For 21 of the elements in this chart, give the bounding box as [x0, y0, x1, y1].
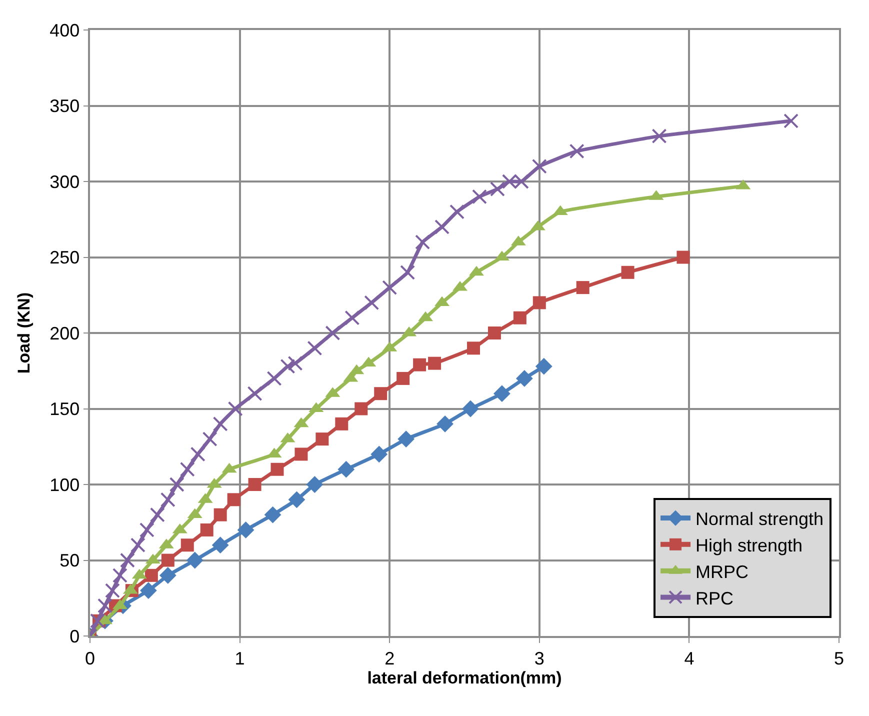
y-tick-label: 50 — [60, 550, 80, 571]
x-tick-label: 1 — [234, 648, 245, 668]
y-tick-label: 200 — [50, 323, 80, 344]
x-axis-title: lateral deformation(mm) — [367, 668, 562, 688]
y-tick-label: 0 — [70, 626, 80, 646]
legend-label: MRPC — [696, 562, 749, 582]
x-tick-label: 4 — [684, 648, 694, 668]
y-tick-label: 250 — [50, 248, 80, 268]
y-tick-label: 150 — [50, 399, 80, 420]
x-tick-label: 3 — [534, 648, 544, 668]
legend-label: RPC — [696, 588, 734, 608]
x-tick-label: 5 — [834, 648, 844, 668]
y-axis-title: Load (KN) — [14, 292, 34, 374]
legend-label: High strength — [696, 535, 803, 556]
y-tick-label: 100 — [50, 474, 80, 495]
x-tick-label: 0 — [84, 648, 96, 668]
legend-label: Normal strength — [696, 509, 824, 530]
x-tick-label: 2 — [384, 648, 395, 668]
y-tick-label: 300 — [50, 172, 80, 192]
y-tick-label: 400 — [50, 20, 80, 40]
y-tick-label: 350 — [50, 96, 80, 116]
